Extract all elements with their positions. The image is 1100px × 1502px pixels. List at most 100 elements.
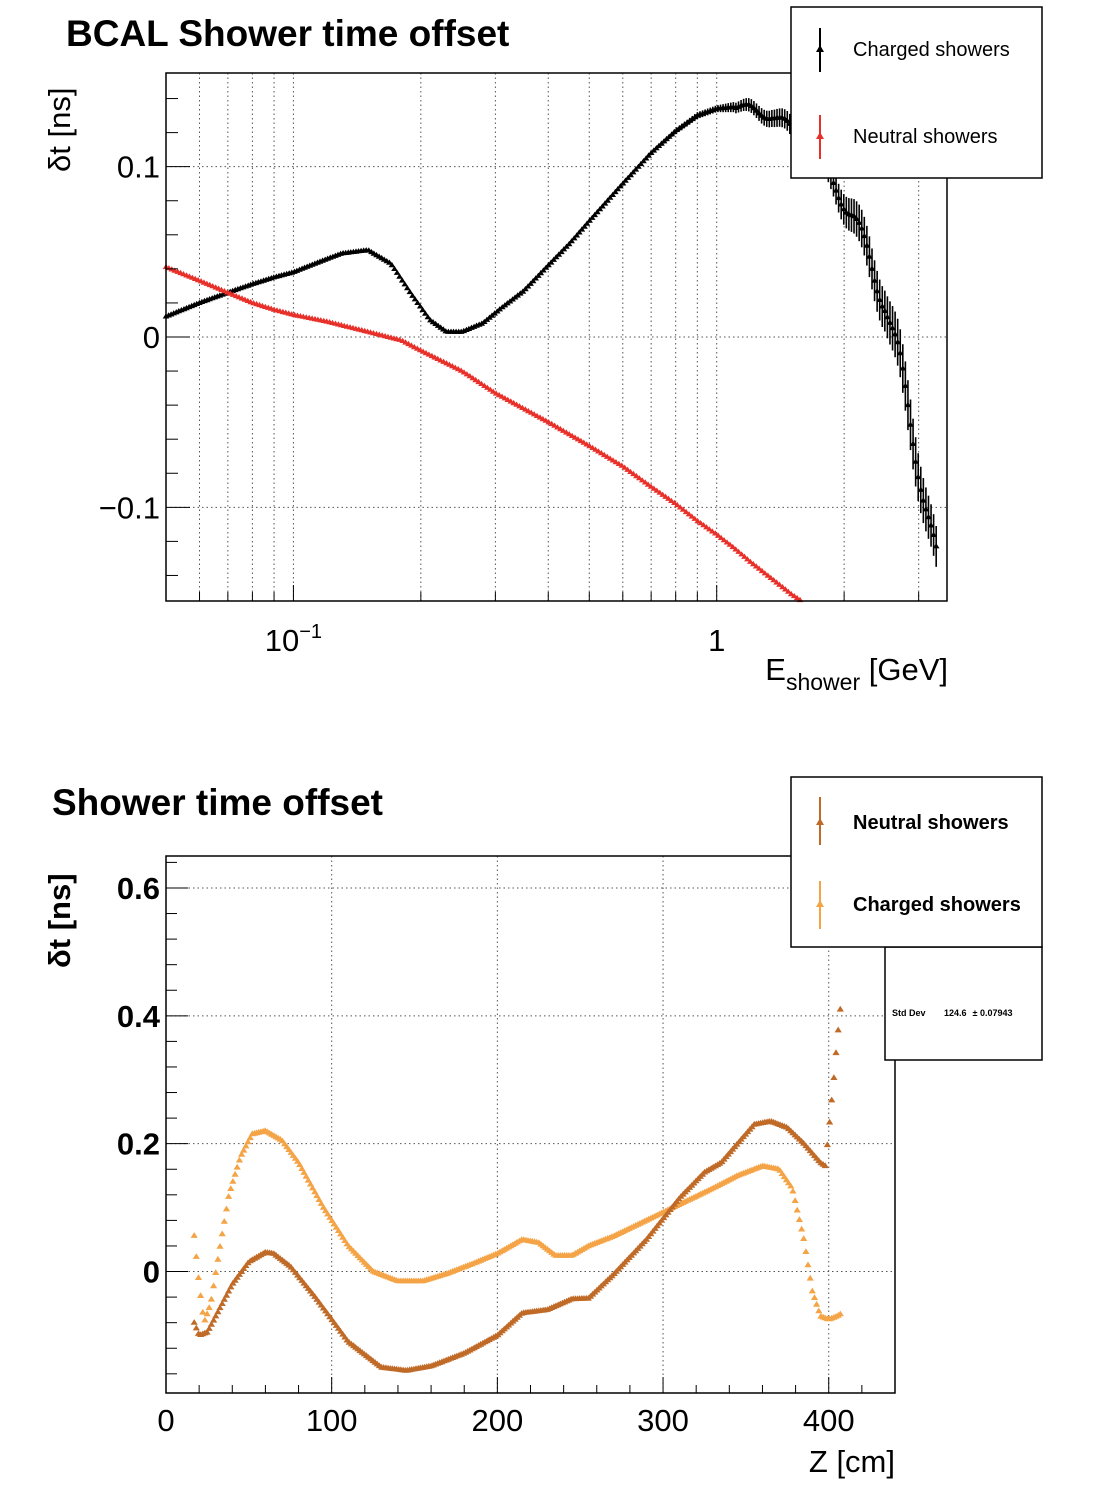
top-charged-point — [832, 187, 840, 193]
top-charged-point — [922, 506, 930, 512]
top-charged-point — [391, 265, 398, 271]
top-charged-point — [920, 497, 927, 503]
top-charged-point — [422, 310, 429, 316]
bottom-x-tick-label: 0 — [157, 1403, 174, 1438]
bottom-charged-point — [304, 1176, 312, 1183]
top-charged-point — [645, 152, 652, 158]
top-charged-point — [416, 303, 424, 309]
top-chart-x-axis-label-unit: [GeV] — [860, 652, 948, 687]
top-x-tick-label-base: 10 — [265, 623, 299, 658]
top-charged-point — [558, 248, 565, 255]
stats-box-value: 124.6 ± 0.07943 — [944, 1008, 1013, 1018]
bottom-chart-grid — [166, 856, 895, 1393]
bottom-x-tick-label: 100 — [306, 1403, 358, 1438]
top-charged-point — [529, 277, 537, 284]
top-neutral-point — [770, 577, 777, 583]
top-charged-point — [424, 314, 432, 320]
bottom-neutral-point — [214, 1308, 222, 1315]
top-neutral-point — [709, 528, 716, 534]
bottom-charged-point — [808, 1287, 816, 1294]
top-charged-point — [850, 213, 858, 219]
bottom-chart-panel: Shower time offset 0 100 200 300 400 0.6 0.4 0.… — [42, 776, 1043, 1479]
top-charged-point — [784, 117, 791, 123]
top-neutral-point — [694, 517, 701, 524]
top-neutral-point — [644, 481, 652, 487]
top-charged-point — [396, 273, 403, 279]
top-y-tick-label: 0 — [143, 320, 160, 355]
top-neutral-point — [618, 462, 626, 468]
bottom-charged-point — [815, 1307, 823, 1314]
top-charged-point — [642, 155, 650, 161]
bottom-charged-point — [296, 1161, 304, 1168]
top-neutral-point — [691, 515, 699, 521]
stats-box-frame — [884, 946, 1043, 1061]
top-neutral-point — [735, 548, 742, 554]
top-neutral-point — [653, 487, 661, 493]
bottom-series-neutral — [190, 1005, 844, 1373]
top-charged-point — [588, 214, 596, 220]
bottom-neutral-point — [821, 1162, 829, 1169]
top-charged-point — [899, 365, 907, 371]
bottom-charged-point — [212, 1269, 220, 1275]
bottom-neutral-point — [218, 1300, 226, 1306]
bottom-charged-point — [309, 1184, 317, 1191]
top-neutral-point — [755, 565, 763, 571]
top-neutral-point — [656, 489, 664, 495]
bottom-charged-point — [238, 1150, 246, 1157]
top-charged-point — [866, 253, 873, 259]
top-neutral-point — [717, 534, 725, 540]
top-series-neutral — [162, 263, 804, 603]
top-charged-point — [853, 215, 860, 221]
top-charged-point — [393, 269, 401, 275]
top-charged-point — [606, 194, 614, 200]
top-neutral-point — [764, 572, 772, 578]
bottom-charged-point — [800, 1235, 808, 1241]
bottom-charged-point — [306, 1180, 315, 1187]
bottom-neutral-point — [205, 1325, 213, 1331]
bottom-charged-point — [218, 1230, 226, 1237]
top-charged-point — [594, 208, 601, 215]
top-neutral-point — [671, 499, 678, 505]
bottom-charged-point — [207, 1295, 215, 1302]
bottom-charged-point — [192, 1253, 200, 1259]
top-charged-point — [840, 206, 848, 212]
bottom-charged-point — [810, 1294, 819, 1300]
bottom-neutral-point — [192, 1324, 200, 1331]
bottom-chart-series — [190, 1005, 844, 1373]
top-charged-point — [401, 281, 409, 287]
bottom-charged-point — [813, 1300, 821, 1307]
top-neutral-point — [700, 522, 707, 528]
bottom-chart-x-axis-label: Z [cm] — [809, 1444, 895, 1479]
top-neutral-point — [650, 485, 658, 491]
bottom-charged-point — [214, 1255, 222, 1262]
top-legend-marker-neutral — [816, 132, 824, 139]
bottom-legend-marker-neutral — [816, 818, 824, 825]
bottom-charged-point — [222, 1205, 231, 1212]
top-neutral-point — [682, 508, 690, 515]
top-chart-legend: Charged showers Neutral showers — [790, 6, 1043, 179]
top-charged-point — [609, 191, 616, 197]
bottom-neutral-point — [240, 1265, 248, 1271]
top-charged-point — [565, 240, 573, 247]
top-charged-point — [912, 458, 919, 464]
top-charged-point — [414, 299, 421, 305]
top-charged-point — [604, 197, 611, 203]
top-charged-point — [583, 220, 591, 226]
top-neutral-point — [723, 539, 731, 545]
top-chart-panel: BCAL Shower time offset 0.1 0 −0.1 10−1 1 δt… — [42, 6, 1043, 695]
bottom-charged-point — [836, 1310, 844, 1317]
bottom-y-tick-label: 0 — [143, 1255, 160, 1290]
stats-box-label: Std Dev — [892, 1008, 926, 1018]
top-neutral-point — [641, 479, 649, 485]
bottom-charged-point — [242, 1142, 250, 1149]
top-charged-point — [858, 225, 865, 231]
bottom-charged-point — [190, 1232, 198, 1238]
top-chart-legend-box — [790, 6, 1043, 179]
bottom-charged-point — [311, 1188, 319, 1195]
bottom-neutral-point — [222, 1291, 231, 1298]
top-charged-point — [876, 296, 883, 302]
top-neutral-point — [712, 530, 719, 536]
top-charged-point — [896, 349, 904, 356]
bottom-charged-point — [225, 1193, 233, 1199]
